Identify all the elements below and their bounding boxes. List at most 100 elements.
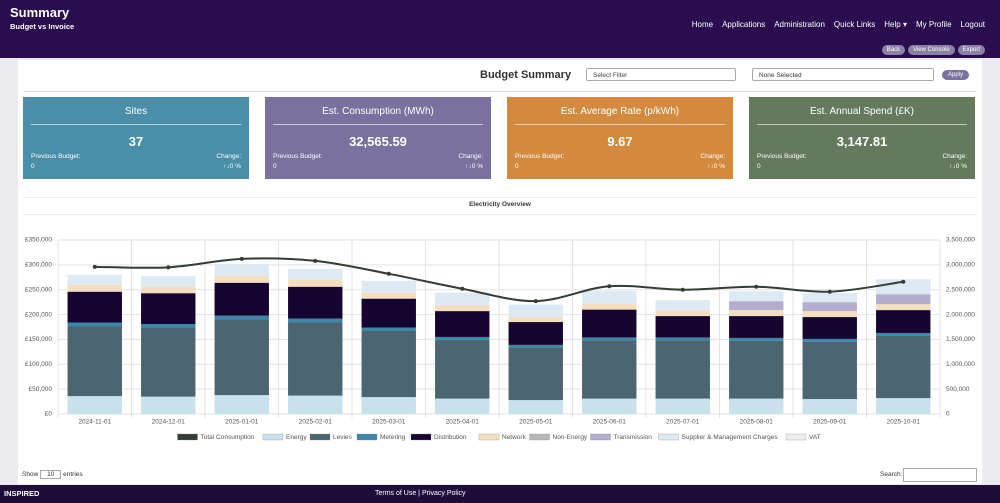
- y-tick-label: £250,000: [25, 286, 52, 293]
- bar-segment: [655, 398, 710, 414]
- legend-swatch[interactable]: [590, 433, 611, 441]
- legend-swatch[interactable]: [356, 433, 378, 441]
- nav-link[interactable]: Help ▾: [884, 20, 907, 29]
- header: Summary Budget vs Invoice Home Applicatio…: [0, 0, 1000, 58]
- bar-segment: [214, 282, 269, 316]
- x-tick-label: 2025-08-01: [740, 419, 774, 426]
- legend-label[interactable]: Total Consumption: [201, 434, 255, 441]
- legend-label[interactable]: Network: [502, 434, 527, 441]
- bar-segment: [582, 309, 637, 338]
- point: [827, 289, 832, 294]
- header-button[interactable]: View Console: [908, 45, 955, 55]
- bar-segment: [729, 398, 784, 414]
- point: [460, 286, 465, 291]
- legend-label[interactable]: Levies: [333, 434, 353, 441]
- y-tick-label: £0: [45, 411, 53, 418]
- card-title: Sites: [124, 106, 148, 117]
- change-label: Change:: [458, 153, 483, 160]
- legend-swatch[interactable]: [410, 433, 432, 441]
- legend-label[interactable]: Energy: [286, 434, 307, 441]
- change-label: Change:: [942, 153, 967, 160]
- divider: [23, 214, 977, 215]
- bar-segment: [876, 332, 931, 336]
- length-select[interactable]: 10: [40, 470, 62, 479]
- apply-button[interactable]: Apply: [942, 70, 970, 80]
- link[interactable]: Terms of Use: [375, 490, 417, 497]
- y2-tick-label: 1,000,000: [946, 361, 975, 368]
- y-tick-label: £150,000: [25, 336, 52, 343]
- brand: INSPIRED: [4, 489, 40, 498]
- legend-label[interactable]: Transmission: [614, 434, 653, 441]
- nav-link[interactable]: My Profile: [915, 20, 952, 29]
- point: [313, 258, 318, 263]
- legend-swatch[interactable]: [785, 433, 807, 441]
- x-tick-label: 2024-12-01: [152, 419, 186, 426]
- bar-segment: [435, 305, 490, 312]
- bar-segment: [288, 395, 343, 414]
- change-label: Change:: [216, 153, 241, 160]
- y2-tick-label: 2,500,000: [946, 286, 975, 293]
- bar-segment: [655, 310, 710, 317]
- bar-segment: [141, 327, 196, 397]
- legend-swatch[interactable]: [262, 433, 284, 441]
- panel-title: Budget Summary: [480, 69, 572, 81]
- label: entries: [63, 471, 83, 478]
- nav-link[interactable]: Logout: [960, 20, 985, 29]
- bar-segment: [729, 310, 784, 317]
- y2-tick-label: 2,000,000: [946, 311, 975, 318]
- bar-segment: [67, 322, 122, 327]
- legend-label[interactable]: VAT: [809, 434, 821, 441]
- legend-label[interactable]: Metering: [380, 434, 406, 441]
- y-tick-label: £100,000: [25, 361, 52, 368]
- card-rule: [31, 124, 241, 125]
- legend-label[interactable]: Distribution: [434, 434, 467, 441]
- nav-link[interactable]: Home: [691, 20, 714, 29]
- legend-swatch[interactable]: [309, 433, 331, 441]
- card-rule: [273, 124, 483, 125]
- divider: [23, 197, 977, 198]
- legend-label[interactable]: Non-Energy: [553, 434, 588, 441]
- card-title: Est. Consumption (MWh): [322, 106, 434, 117]
- bar-segment: [435, 292, 490, 306]
- nav-link[interactable]: Applications: [722, 20, 766, 29]
- bar-segment: [876, 398, 931, 414]
- card-value: 9.67: [607, 134, 633, 149]
- page-title: Summary: [10, 5, 70, 20]
- bar-segment: [141, 293, 196, 325]
- bar-segment: [214, 315, 269, 320]
- selection-select[interactable]: None Selected: [752, 68, 934, 81]
- length-control: Show 10 entries: [22, 470, 83, 479]
- header-button[interactable]: Back: [881, 45, 906, 55]
- legend-swatch[interactable]: [478, 433, 500, 441]
- legend-swatch[interactable]: [658, 433, 679, 441]
- previous-label: Previous Budget:: [273, 153, 323, 160]
- x-tick-label: 2025-01-01: [225, 419, 259, 426]
- card-value: 3,147.81: [836, 134, 888, 149]
- previous-label: Previous Budget:: [31, 153, 81, 160]
- bar-segment: [508, 304, 563, 318]
- header-button[interactable]: Export: [957, 45, 985, 55]
- bar-segment: [876, 310, 931, 333]
- point: [680, 287, 685, 292]
- bar-segment: [508, 347, 563, 401]
- nav-link[interactable]: Administration: [774, 20, 825, 29]
- link[interactable]: Privacy Policy: [421, 490, 466, 497]
- legend-swatch[interactable]: [177, 433, 198, 441]
- bar-segment: [876, 294, 931, 305]
- label: Show: [22, 471, 39, 478]
- filter-select[interactable]: Select Filter: [586, 68, 736, 81]
- bar-segment: [288, 279, 343, 287]
- summary-card: Est. Annual Spend (£K) 3,147.81 Previous B…: [749, 97, 975, 179]
- bar-segment: [802, 399, 857, 414]
- bar-segment: [214, 395, 269, 414]
- legend-swatch[interactable]: [529, 433, 550, 441]
- search-input[interactable]: [903, 468, 977, 482]
- nav-link[interactable]: Quick Links: [833, 20, 876, 29]
- bar-segment: [435, 398, 490, 414]
- legend-label[interactable]: Supplier & Management Charges: [682, 434, 779, 441]
- previous-value: 0: [273, 163, 277, 170]
- previous-value: 0: [515, 163, 519, 170]
- bar-segment: [729, 340, 784, 399]
- bar-segment: [729, 291, 784, 302]
- bar-segment: [802, 293, 857, 303]
